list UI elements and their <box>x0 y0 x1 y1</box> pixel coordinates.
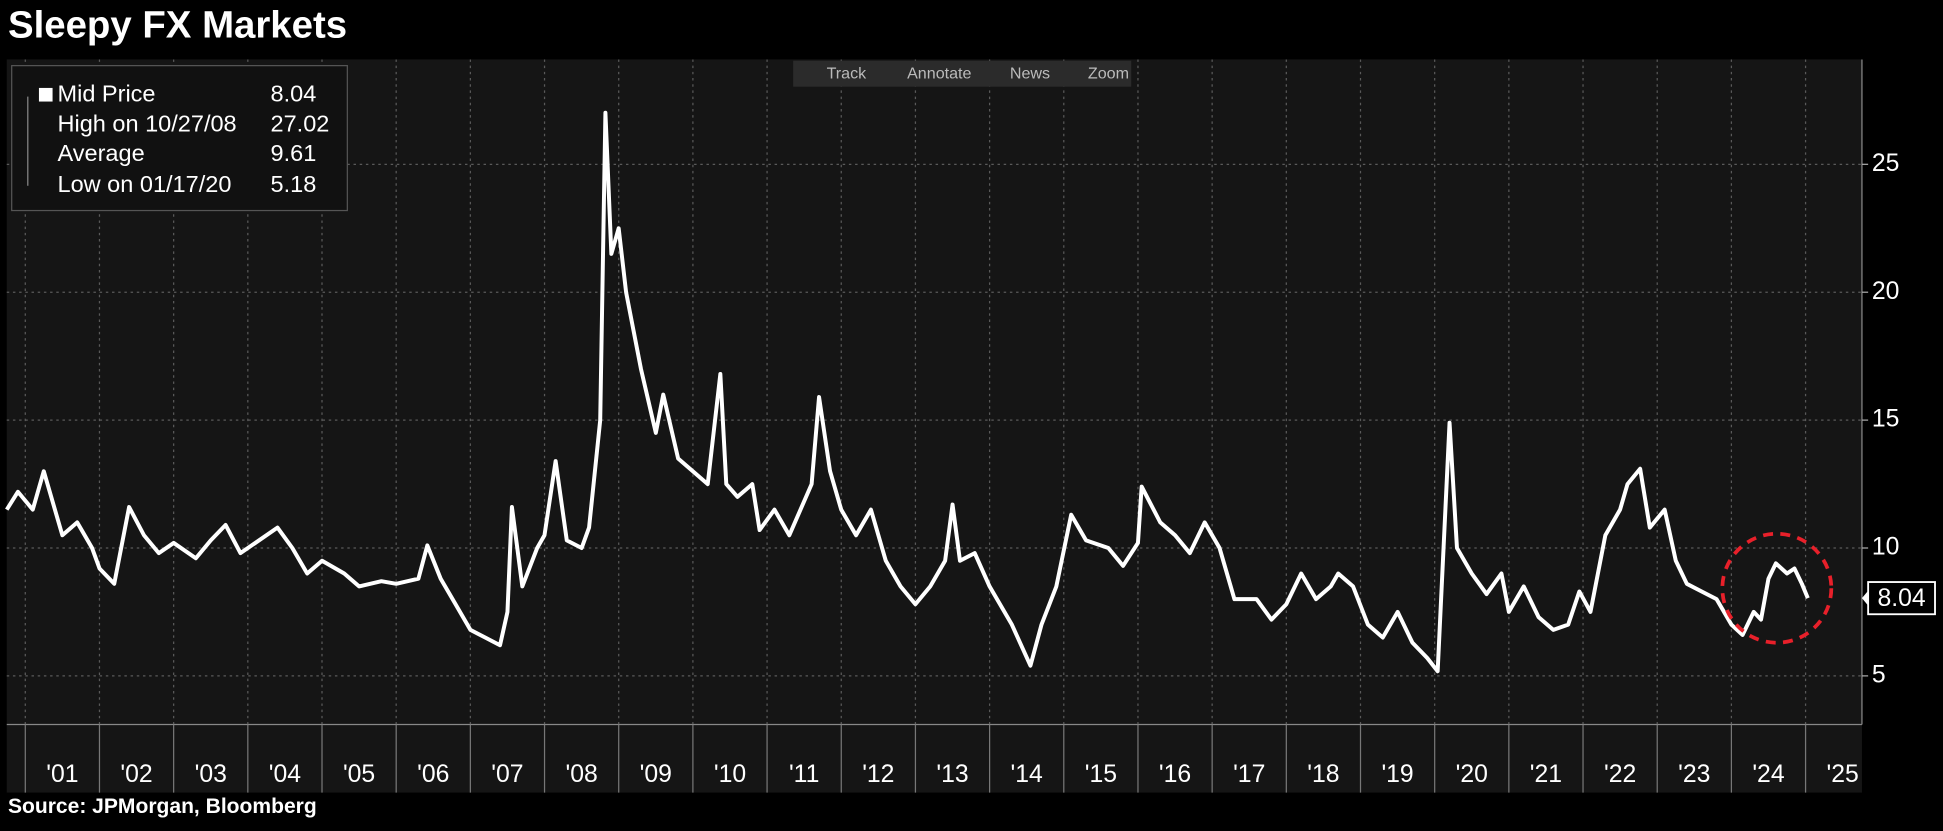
x-tick-label: '01 <box>46 761 78 788</box>
y-tick-label: 20 <box>1872 278 1900 305</box>
x-tick-label: '10 <box>714 761 746 788</box>
last-value-pointer <box>1861 590 1869 606</box>
x-tick-label: '14 <box>1011 761 1043 788</box>
x-tick-label: '22 <box>1604 761 1636 788</box>
x-tick-label: '16 <box>1159 761 1191 788</box>
legend-label: Mid Price <box>58 81 156 107</box>
series-line <box>5 110 1810 674</box>
toolbar-button[interactable]: Track <box>827 65 868 83</box>
x-tick-label: '18 <box>1307 761 1339 788</box>
x-tick-label: '12 <box>862 761 894 788</box>
toolbar-button[interactable]: Zoom <box>1088 65 1129 83</box>
legend-value: 9.61 <box>271 140 317 166</box>
x-tick-label: '07 <box>491 761 523 788</box>
last-value-label: 8.04 <box>1877 585 1925 612</box>
x-tick-label: '09 <box>640 761 672 788</box>
x-tick-label: '19 <box>1381 761 1413 788</box>
x-tick-label: '24 <box>1752 761 1784 788</box>
y-tick-label: 15 <box>1872 406 1900 433</box>
source: Source: JPMorgan, Bloomberg <box>8 795 317 818</box>
legend-swatch <box>38 87 53 102</box>
toolbar-button[interactable]: Annotate <box>907 65 971 83</box>
toolbar: Track Annotate News Zoom <box>793 60 1132 87</box>
x-tick-label: '17 <box>1233 761 1265 788</box>
x-tick-label: '15 <box>1085 761 1117 788</box>
chart-title: Sleepy FX Markets <box>8 3 347 46</box>
legend-value: 8.04 <box>271 81 317 107</box>
x-tick-label: '25 <box>1827 761 1859 788</box>
x-axis-band <box>6 724 1862 793</box>
legend-label: Low on 01/17/20 <box>58 171 232 197</box>
legend-box <box>11 65 348 212</box>
last-value-box <box>1867 581 1936 616</box>
legend: Mid Price 8.04 High on 10/27/08 27.02 Av… <box>11 65 348 212</box>
annotation-circle <box>1720 531 1834 645</box>
toolbar-bg <box>793 60 1132 87</box>
toolbar-button[interactable]: News <box>1010 65 1050 83</box>
legend-label: Average <box>58 140 145 166</box>
x-tick-label: '20 <box>1456 761 1488 788</box>
y-tick-label: 25 <box>1872 150 1900 177</box>
y-tick-label: 5 <box>1872 661 1886 688</box>
legend-value: 27.02 <box>271 110 330 136</box>
y-tick-label: 10 <box>1872 534 1900 561</box>
x-tick-label: '21 <box>1530 761 1562 788</box>
x-tick-label: '11 <box>789 761 819 788</box>
x-tick-label: '08 <box>565 761 597 788</box>
x-tick-label: '02 <box>120 761 152 788</box>
x-tick-label: '04 <box>269 761 301 788</box>
legend-value: 5.18 <box>271 171 317 197</box>
x-tick-label: '06 <box>417 761 449 788</box>
x-tick-label: '13 <box>936 761 968 788</box>
x-tick-label: '23 <box>1678 761 1710 788</box>
x-tick-label: '03 <box>195 761 227 788</box>
x-tick-label: '05 <box>343 761 375 788</box>
legend-label: High on 10/27/08 <box>58 110 237 136</box>
